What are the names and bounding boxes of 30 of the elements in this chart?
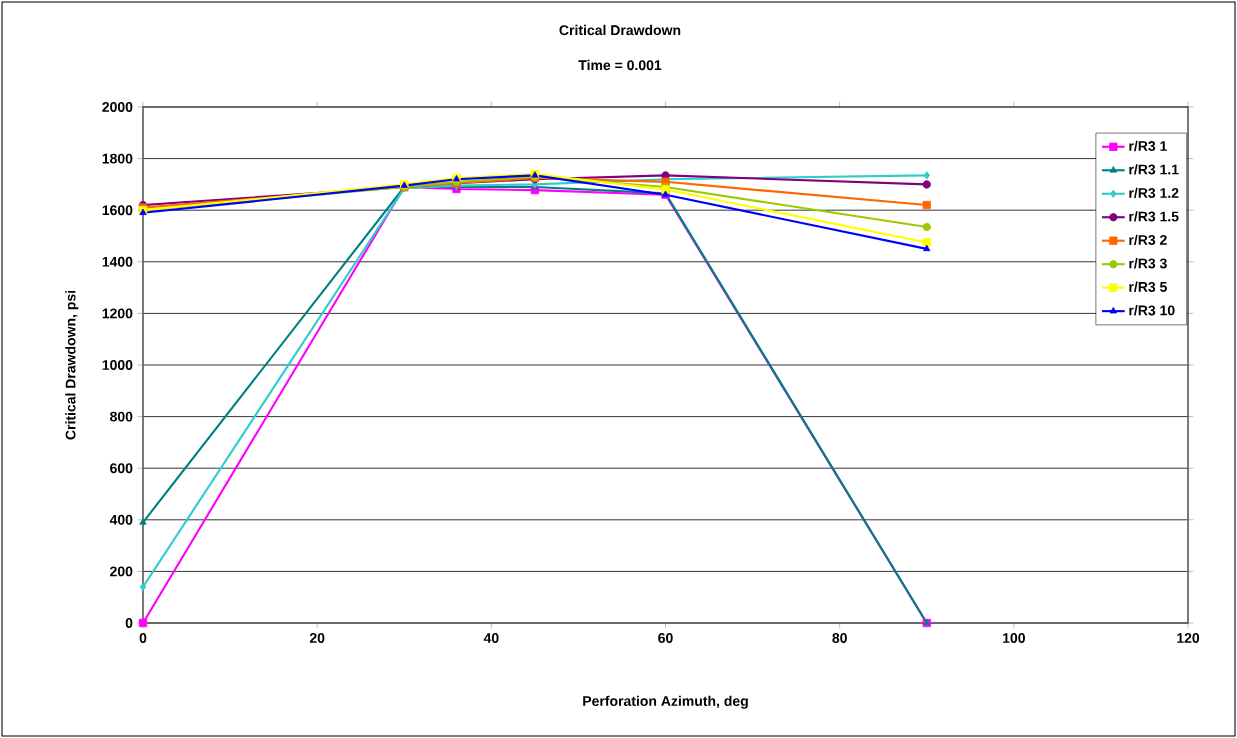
legend-label: r/R3 2 bbox=[1129, 234, 1167, 246]
y-tick-label: 1000 bbox=[102, 360, 133, 370]
legend-label: r/R3 10 bbox=[1129, 305, 1175, 316]
x-tick-label: 100 bbox=[1003, 633, 1025, 643]
x-tick-label: 40 bbox=[483, 633, 499, 643]
y-tick-label: 400 bbox=[109, 514, 133, 525]
legend-label: r/R3 1.5 bbox=[1129, 211, 1179, 222]
y-tick-label: 1200 bbox=[102, 308, 133, 319]
y-tick-label: 800 bbox=[110, 411, 133, 422]
y-tick-label: 0 bbox=[125, 618, 133, 628]
y-tick-label: 1400 bbox=[102, 256, 133, 267]
x-tick-label: 60 bbox=[658, 633, 673, 643]
y-tick-label: 600 bbox=[110, 463, 133, 474]
legend-label: r/R3 5 bbox=[1129, 281, 1167, 293]
legend-label: r/R3 3 bbox=[1129, 258, 1167, 269]
y-axis-title: Critical Drawdown, psi bbox=[65, 290, 79, 440]
x-tick-label: 20 bbox=[309, 633, 325, 643]
y-tick-label: 200 bbox=[110, 566, 133, 577]
legend-label: r/R3 1.1 bbox=[1129, 164, 1179, 175]
legend-label: r/R3 1.2 bbox=[1129, 187, 1179, 199]
chart-title: Critical Drawdown bbox=[559, 24, 681, 36]
y-tick-label: 2000 bbox=[102, 102, 133, 112]
x-tick-label: 80 bbox=[832, 633, 847, 643]
chart-subtitle: Time = 0.001 bbox=[578, 59, 662, 71]
y-tick-label: 1600 bbox=[102, 205, 133, 216]
x-tick-label: 0 bbox=[139, 633, 147, 643]
x-tick-label: 120 bbox=[1177, 633, 1200, 643]
legend-label: r/R3 1 bbox=[1129, 140, 1167, 152]
x-axis-title: Perforation Azimuth, deg bbox=[583, 695, 748, 709]
y-tick-label: 1800 bbox=[102, 153, 133, 164]
